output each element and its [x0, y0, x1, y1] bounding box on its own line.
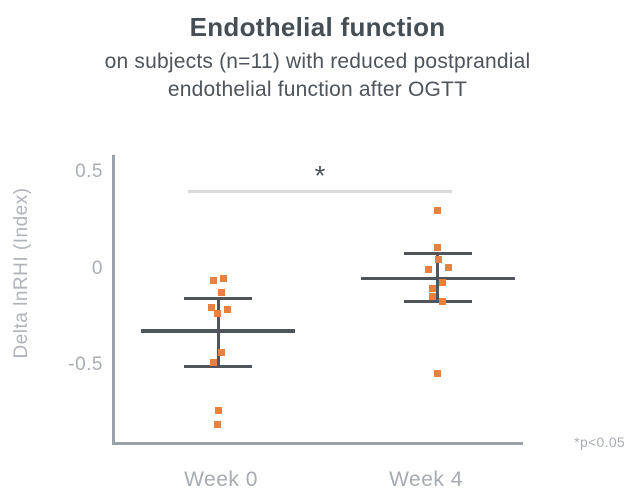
- data-point: [434, 370, 441, 378]
- data-point: [439, 279, 446, 287]
- error-bar-cap-top: [403, 251, 472, 255]
- error-bar-cap-bottom: [403, 300, 472, 304]
- data-point: [429, 292, 436, 300]
- data-point: [445, 263, 452, 271]
- x-category-label-week-4: Week 4: [389, 468, 463, 491]
- data-point: [207, 304, 215, 312]
- y-tick-label: -0.5: [68, 354, 103, 375]
- data-point: [434, 244, 441, 252]
- data-point: [209, 277, 217, 285]
- chart-subtitle-line-2: endothelial function after OGTT: [167, 78, 468, 101]
- data-point: [219, 275, 227, 283]
- data-point: [209, 358, 217, 366]
- x-axis-line: [112, 442, 523, 445]
- data-point: [223, 306, 231, 314]
- y-tick-label: 0.5: [75, 161, 103, 182]
- data-point: [213, 420, 221, 428]
- data-point: [429, 284, 436, 292]
- p-value-note: *p<0.05: [574, 434, 625, 450]
- data-point: [213, 310, 221, 318]
- data-point: [439, 298, 446, 306]
- y-axis-title: Delta lnRHI (Index): [11, 187, 32, 359]
- chart-subtitle-line-1: on subjects (n=11) with reduced postpran…: [104, 50, 531, 73]
- error-bar-cap-top: [184, 296, 252, 300]
- mean-line: [360, 276, 515, 281]
- chart-subtitle: on subjects (n=11) with reduced postpran…: [0, 48, 635, 104]
- y-axis-line: [112, 155, 115, 444]
- chart-title: Endothelial function: [189, 12, 446, 42]
- data-point: [217, 348, 225, 356]
- significance-asterisk: *: [314, 160, 326, 191]
- data-point: [425, 265, 432, 273]
- y-tick-label: 0: [91, 258, 103, 279]
- data-point: [434, 207, 441, 215]
- data-point: [214, 407, 222, 415]
- error-bar-cap-bottom: [184, 364, 252, 368]
- data-point: [435, 255, 442, 263]
- significance-bracket-line: [188, 190, 452, 193]
- data-point: [217, 288, 225, 296]
- x-category-label-week-0: Week 0: [184, 468, 258, 491]
- mean-line: [141, 329, 295, 333]
